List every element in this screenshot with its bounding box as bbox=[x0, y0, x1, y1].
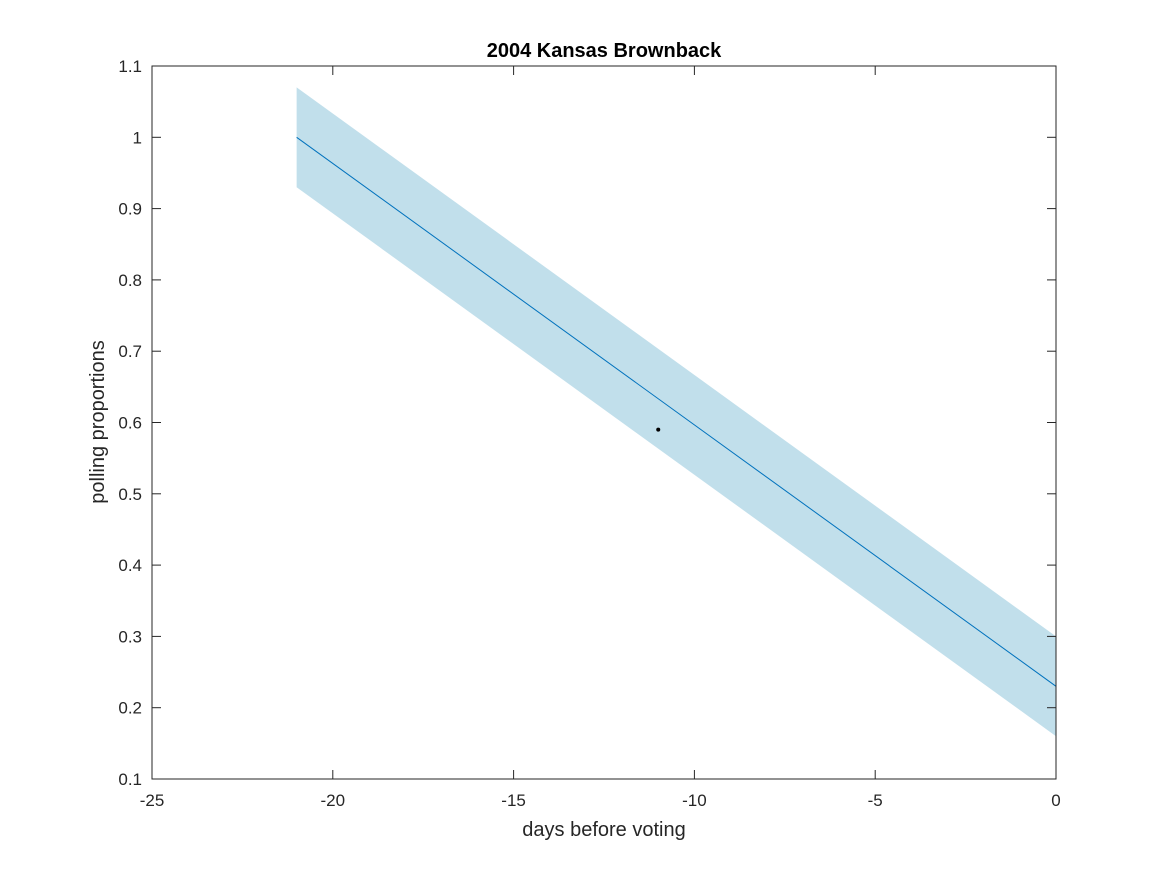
y-tick-label: 0.8 bbox=[118, 271, 142, 290]
y-tick-label: 0.5 bbox=[118, 485, 142, 504]
y-tick-label: 0.4 bbox=[118, 556, 142, 575]
y-tick-label: 1 bbox=[133, 128, 142, 147]
trend-line bbox=[296, 136, 1057, 687]
x-axis-label: days before voting bbox=[522, 819, 685, 841]
plot-area bbox=[296, 87, 1057, 737]
y-tick-label: 0.9 bbox=[118, 200, 142, 219]
poll-data-point bbox=[656, 427, 661, 432]
x-tick-label: 0 bbox=[1051, 791, 1060, 810]
x-tick-label: -20 bbox=[321, 791, 346, 810]
y-tick-label: 0.2 bbox=[118, 699, 142, 718]
chart-title: 2004 Kansas Brownback bbox=[487, 40, 722, 62]
x-tick-label: -10 bbox=[682, 791, 707, 810]
y-axis-label: polling proportions bbox=[87, 340, 109, 503]
x-tick-label: -5 bbox=[868, 791, 883, 810]
y-tick-label: 0.6 bbox=[118, 414, 142, 433]
x-tick-label: -15 bbox=[501, 791, 526, 810]
y-tick-label: 0.7 bbox=[118, 342, 142, 361]
y-tick-label: 0.3 bbox=[118, 627, 142, 646]
y-tick-label: 1.1 bbox=[118, 57, 142, 76]
axes: -25 -20 -15 -10 -5 0 0.1 0.2 0.3 0.4 0.5 0.6 0.7 0.8 0… bbox=[118, 57, 1060, 810]
x-tick-label: -25 bbox=[140, 791, 165, 810]
y-tick-label: 0.1 bbox=[118, 770, 142, 789]
